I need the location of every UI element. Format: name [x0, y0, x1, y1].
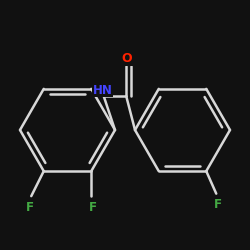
Text: F: F [214, 198, 222, 211]
Text: F: F [88, 201, 96, 214]
Text: O: O [121, 52, 132, 65]
Text: F: F [26, 201, 34, 214]
Text: HN: HN [92, 84, 112, 96]
